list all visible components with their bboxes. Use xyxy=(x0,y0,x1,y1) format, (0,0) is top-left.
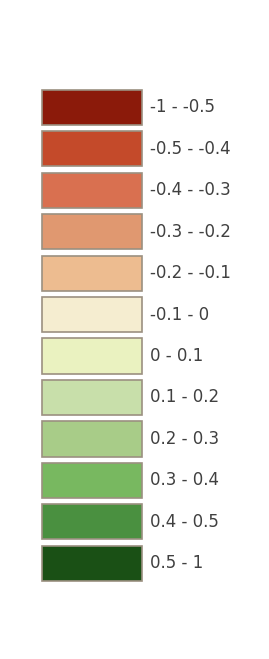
Bar xyxy=(42,256,142,291)
Text: 0.5 - 1: 0.5 - 1 xyxy=(150,554,204,572)
Bar xyxy=(42,463,142,498)
Text: -0.3 - -0.2: -0.3 - -0.2 xyxy=(150,223,231,241)
Text: 0.1 - 0.2: 0.1 - 0.2 xyxy=(150,389,220,407)
Text: 0 - 0.1: 0 - 0.1 xyxy=(150,347,204,365)
Text: 0.4 - 0.5: 0.4 - 0.5 xyxy=(150,513,219,530)
Bar xyxy=(42,339,142,374)
Bar xyxy=(42,504,142,540)
Text: 0.3 - 0.4: 0.3 - 0.4 xyxy=(150,471,220,490)
Bar xyxy=(42,214,142,249)
Text: -0.1 - 0: -0.1 - 0 xyxy=(150,306,210,324)
Bar xyxy=(42,297,142,332)
Text: -1 - -0.5: -1 - -0.5 xyxy=(150,98,215,117)
Text: 0.2 - 0.3: 0.2 - 0.3 xyxy=(150,430,220,448)
Bar xyxy=(42,380,142,415)
Bar xyxy=(42,173,142,208)
Text: -0.5 - -0.4: -0.5 - -0.4 xyxy=(150,140,231,158)
Bar xyxy=(42,546,142,581)
Bar xyxy=(42,131,142,167)
Bar xyxy=(42,421,142,457)
Text: -0.2 - -0.1: -0.2 - -0.1 xyxy=(150,264,231,282)
Text: -0.4 - -0.3: -0.4 - -0.3 xyxy=(150,181,231,199)
Bar xyxy=(42,90,142,125)
